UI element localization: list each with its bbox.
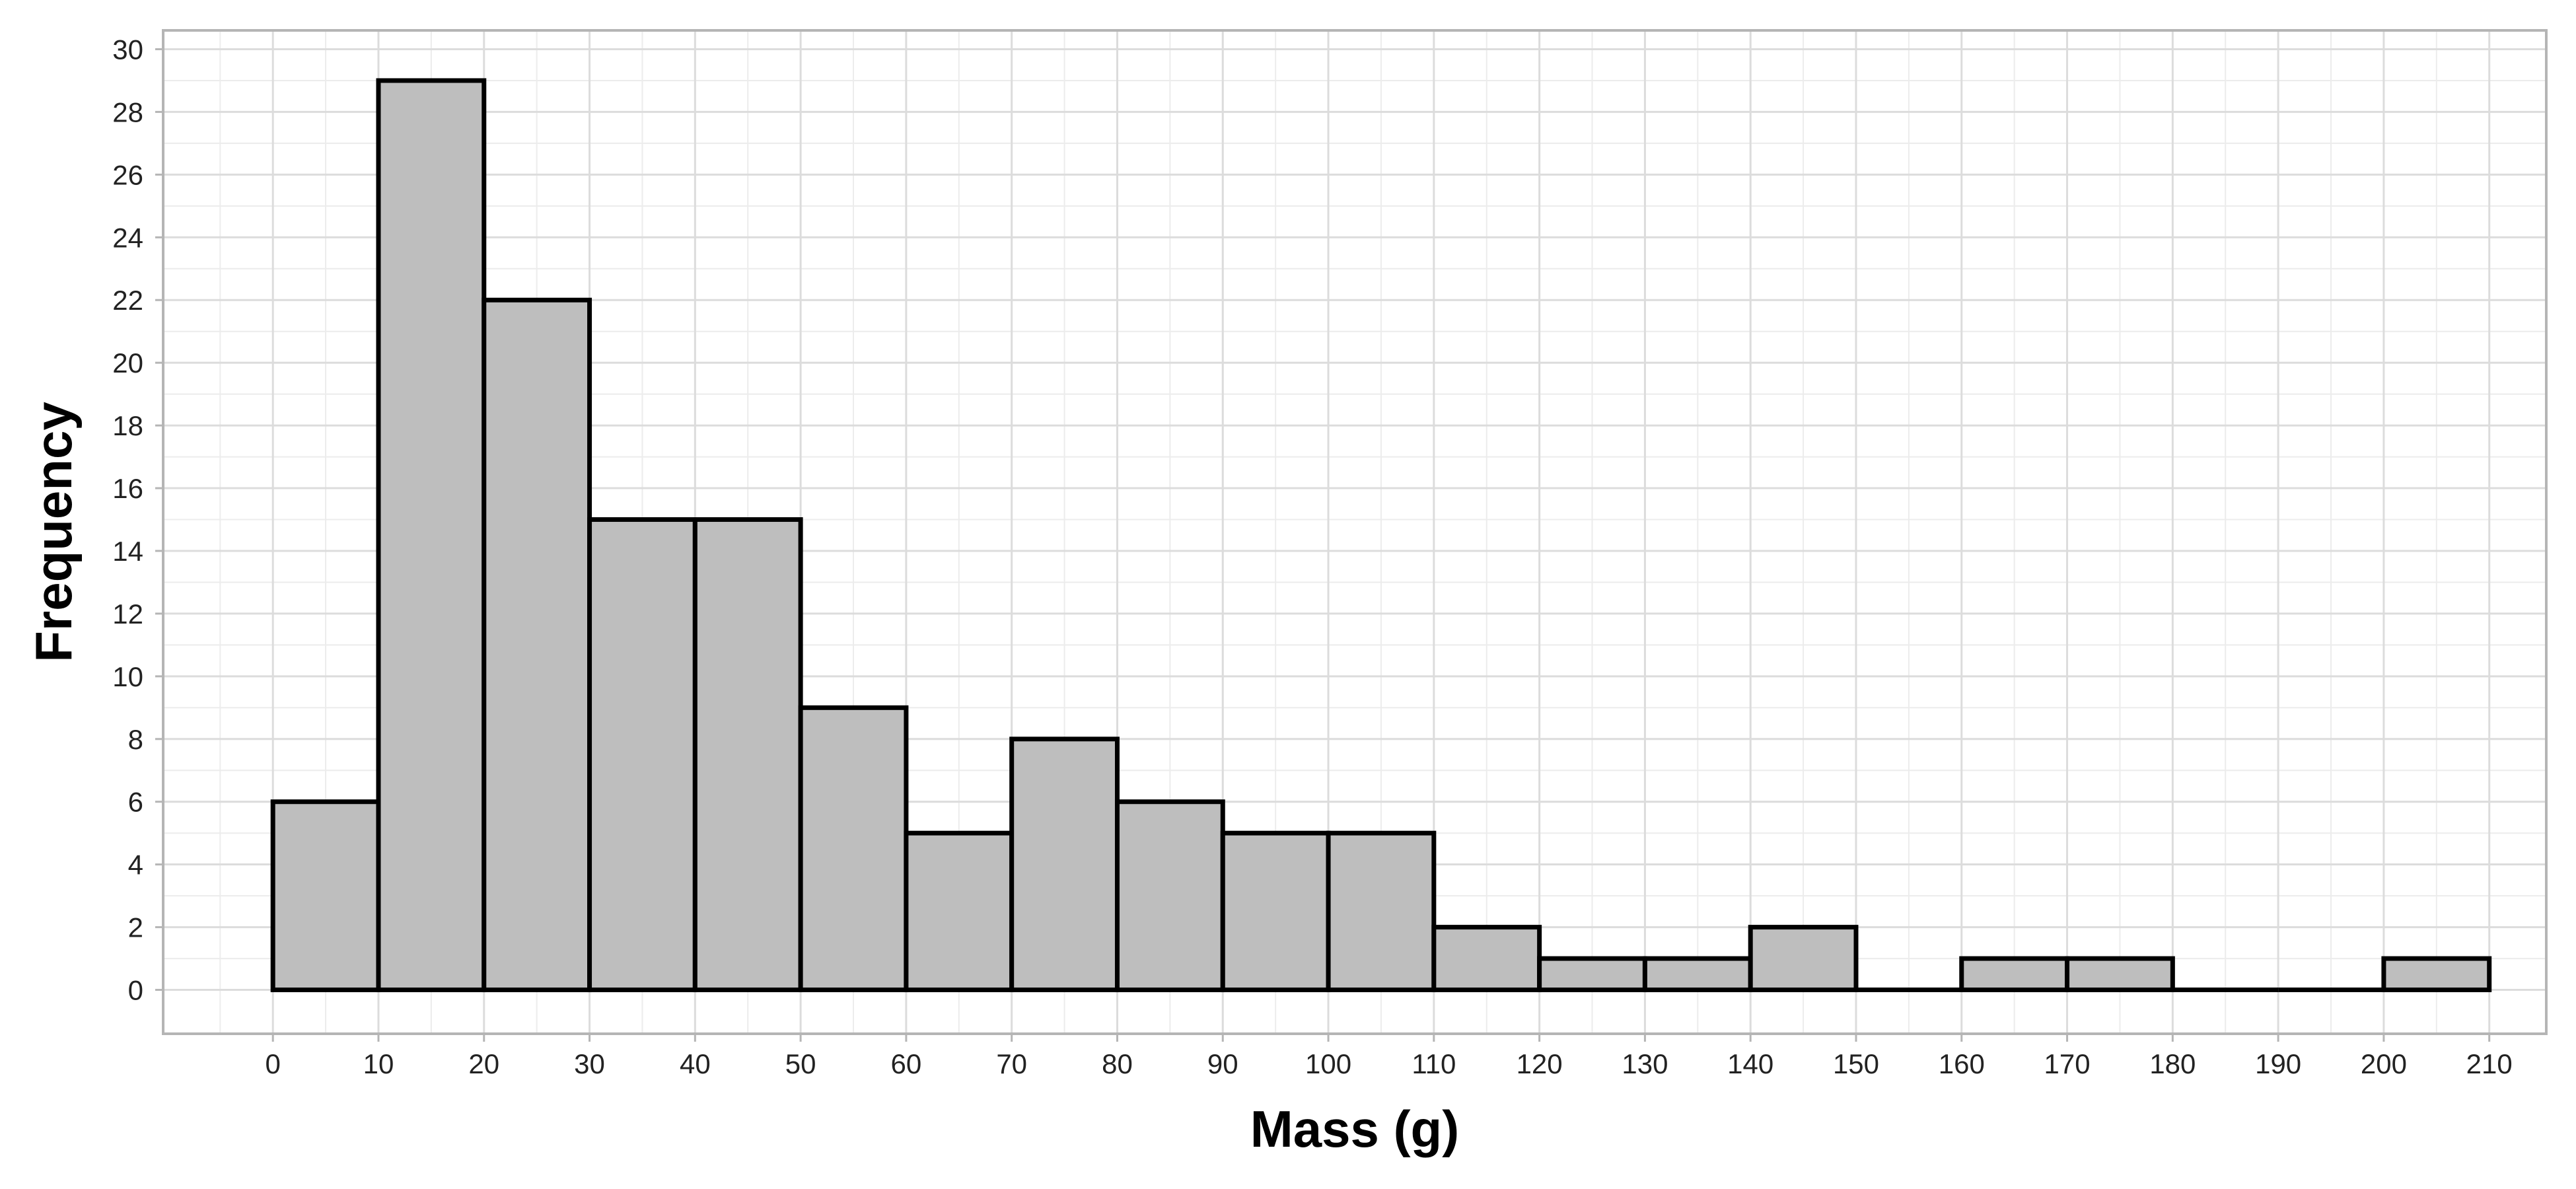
y-tick-label: 0 [128, 975, 143, 1006]
x-tick-label: 210 [2466, 1048, 2513, 1079]
axes: 0 10 20 30 40 50 60 70 80 90 100 110 120 130 140 150 160… [112, 34, 2512, 1079]
bars [270, 78, 2492, 993]
y-axis-title: Frequency [24, 402, 83, 662]
histogram-bar [482, 297, 592, 993]
histogram-bar [2381, 956, 2492, 993]
y-tick-label: 22 [112, 285, 143, 316]
x-tick-label: 110 [1412, 1048, 1456, 1079]
y-tick-label: 28 [112, 96, 143, 127]
histogram-bar [587, 517, 698, 993]
x-tick-label: 20 [468, 1048, 499, 1079]
x-axis-title: Mass (g) [1250, 1100, 1459, 1158]
y-tick-label: 4 [128, 849, 143, 881]
y-tick-label: 12 [112, 598, 143, 630]
x-tick-label: 70 [996, 1048, 1027, 1079]
histogram-bar [1431, 925, 1542, 993]
histogram-bar [1009, 737, 1120, 993]
x-tick-label: 60 [891, 1048, 922, 1079]
x-tick-label: 150 [1833, 1048, 1879, 1079]
y-tick-label: 8 [128, 724, 143, 755]
x-tick-label: 40 [680, 1048, 711, 1079]
histogram-bar [1537, 956, 1647, 993]
x-tick-label: 80 [1102, 1048, 1133, 1079]
histogram-bar [1326, 830, 1437, 993]
histogram-bar [1748, 925, 1859, 993]
x-tick-label: 10 [363, 1048, 394, 1079]
x-tick-label: 200 [2361, 1048, 2407, 1079]
y-tick-label: 20 [112, 347, 143, 378]
x-tick-label: 140 [1727, 1048, 1773, 1079]
x-tick-label: 100 [1305, 1048, 1351, 1079]
histogram-bar [904, 830, 1015, 993]
x-tick-label: 180 [2149, 1048, 2196, 1079]
histogram-bar [1220, 830, 1331, 993]
x-tick-label: 90 [1207, 1048, 1238, 1079]
plot-panel-border [162, 29, 2548, 1035]
x-tick-label: 50 [785, 1048, 816, 1079]
x-tick-label: 0 [265, 1048, 280, 1079]
y-tick-label: 16 [112, 473, 143, 504]
histogram-bar [2065, 956, 2175, 993]
y-tick-label: 2 [128, 912, 143, 943]
y-tick-label: 24 [112, 222, 143, 253]
histogram-bar [376, 78, 487, 993]
y-tick-label: 18 [112, 410, 143, 441]
x-tick-label: 160 [1939, 1048, 1985, 1079]
x-tick-label: 30 [574, 1048, 605, 1079]
histogram-bar [1642, 956, 1753, 993]
x-tick-label: 190 [2255, 1048, 2301, 1079]
y-tick-label: 30 [112, 34, 143, 65]
y-tick-label: 26 [112, 159, 143, 190]
histogram-bar [1114, 799, 1225, 993]
x-tick-label: 170 [2044, 1048, 2091, 1079]
x-tick-label: 120 [1517, 1048, 1563, 1079]
y-tick-label: 10 [112, 661, 143, 692]
histogram-bar [1959, 956, 2070, 993]
x-tick-label: 130 [1622, 1048, 1668, 1079]
histogram-bar [798, 705, 909, 993]
y-tick-label: 14 [112, 536, 143, 567]
y-tick-label: 6 [128, 787, 143, 818]
histogram-bar [270, 799, 381, 993]
histogram-bar [692, 517, 803, 993]
